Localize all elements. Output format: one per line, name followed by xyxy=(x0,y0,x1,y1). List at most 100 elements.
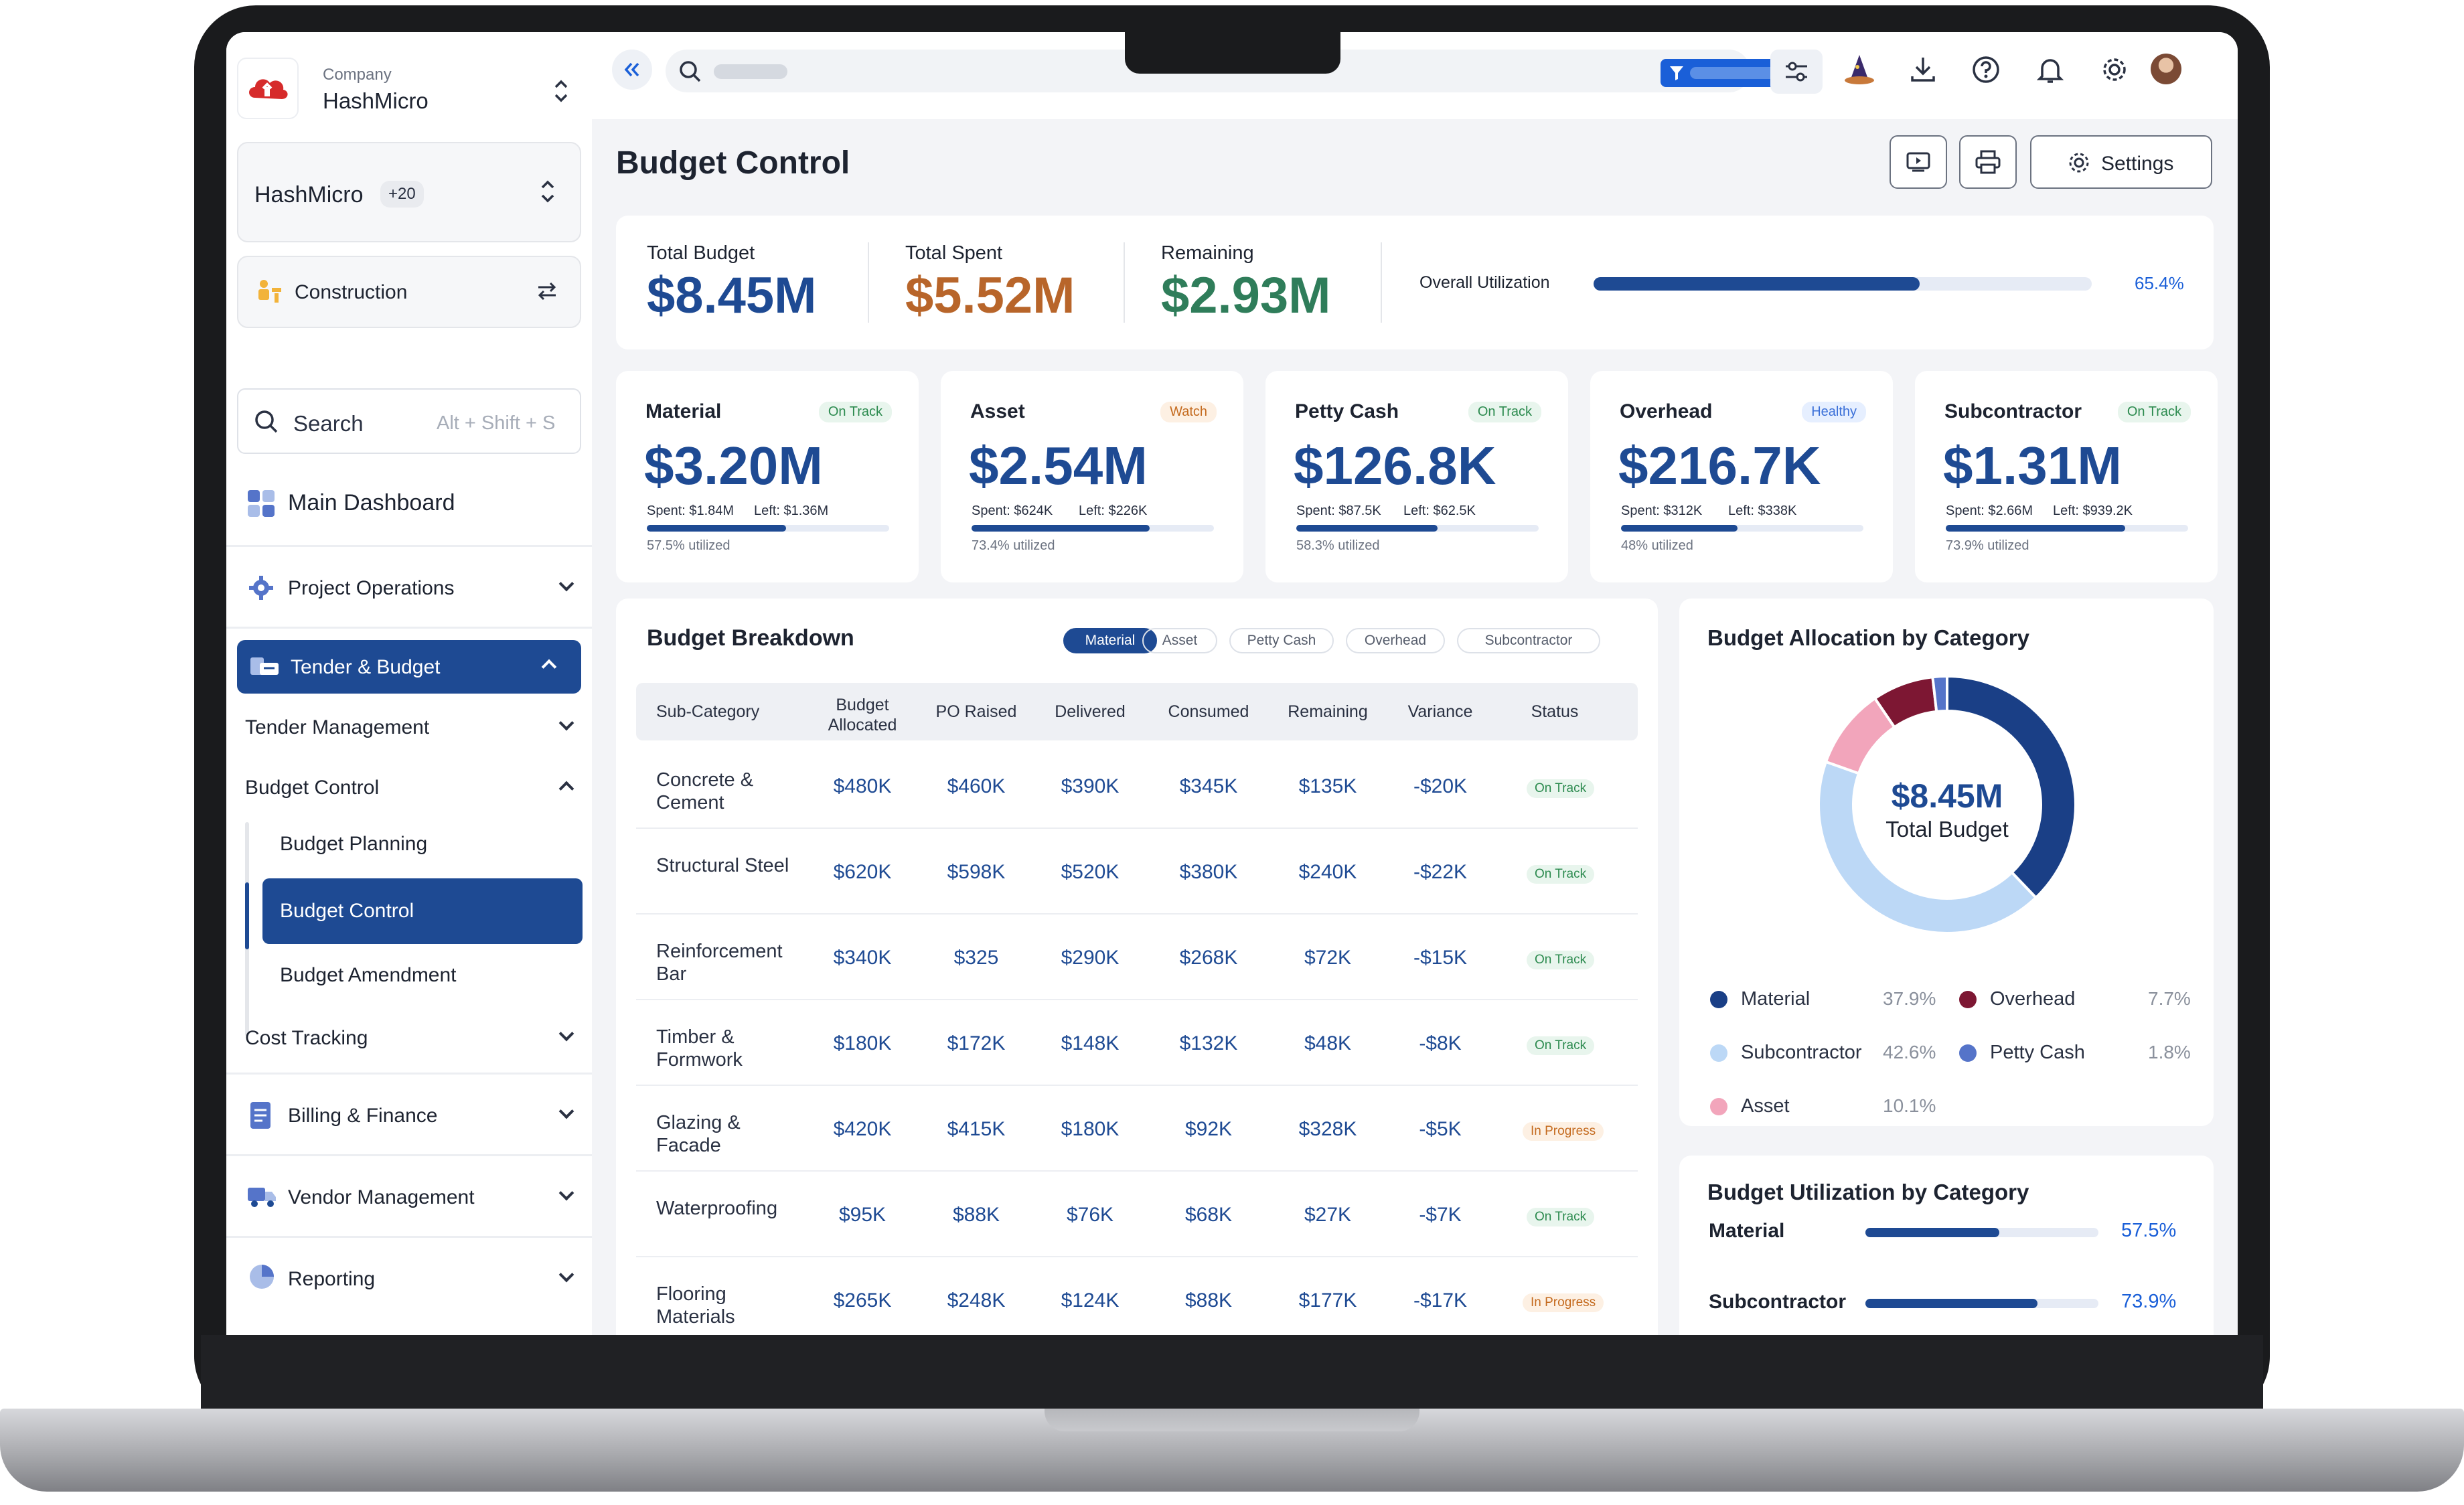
sidebar-item-vendor-management[interactable]: Vendor Management xyxy=(246,1169,581,1222)
category-card[interactable]: Subcontractor On Track $1.31M Spent: $2.66M… xyxy=(1915,371,2218,582)
company-name: HashMicro xyxy=(323,88,429,113)
tab-asset[interactable]: Asset xyxy=(1142,628,1217,653)
updown-chevron-icon xyxy=(538,178,557,208)
branch-selector[interactable]: HashMicro +20 xyxy=(237,142,581,242)
table-cell-remaining: $135K xyxy=(1298,775,1357,797)
settings-label: Settings xyxy=(2101,153,2174,175)
search-icon xyxy=(253,408,280,439)
settings-button[interactable]: Settings xyxy=(2030,135,2212,189)
division-name: Construction xyxy=(295,281,408,303)
sidebar-item-main-dashboard[interactable]: Main Dashboard xyxy=(246,477,581,530)
category-card[interactable]: Asset Watch $2.54M Spent: $624K Left: $226K 7… xyxy=(941,371,1243,582)
tab-material[interactable]: Material xyxy=(1063,628,1157,653)
category-name: Subcontractor xyxy=(1944,400,2082,422)
category-left: Left: $939.2K xyxy=(2053,503,2133,518)
chevron-down-icon xyxy=(558,1267,574,1283)
status-badge: On Track xyxy=(1527,865,1595,884)
table-cell-remaining: $27K xyxy=(1304,1204,1352,1226)
avatar[interactable] xyxy=(2151,54,2181,84)
category-status-badge: On Track xyxy=(818,402,892,422)
sidebar-item-tender-budget[interactable]: Tender & Budget xyxy=(237,640,581,694)
wizard-hat-icon[interactable] xyxy=(1843,54,1876,90)
company-switcher[interactable]: Company HashMicro xyxy=(237,51,579,125)
sidebar-divider xyxy=(226,627,592,629)
row-subcategory: Glazing & Facade xyxy=(656,1112,741,1156)
category-card[interactable]: Petty Cash On Track $126.8K Spent: $87.5K Le… xyxy=(1265,371,1568,582)
category-utilization-fill xyxy=(647,525,786,532)
table-cell-po: $598K xyxy=(947,861,1006,883)
present-button[interactable] xyxy=(1890,135,1947,189)
bell-icon[interactable] xyxy=(2036,55,2064,88)
camera-notch xyxy=(1125,32,1340,74)
sidebar-subitem-budget-control[interactable]: Budget Control xyxy=(262,878,583,944)
tender-icon xyxy=(249,653,281,680)
table-cell-remaining: $177K xyxy=(1298,1289,1357,1312)
collapse-sidebar-button[interactable] xyxy=(612,50,652,90)
submenu-track-active xyxy=(245,882,249,949)
status-badge: On Track xyxy=(1527,779,1595,798)
table-cell-variance: -$7K xyxy=(1419,1204,1462,1226)
category-card[interactable]: Material On Track $3.20M Spent: $1.84M Left:… xyxy=(616,371,919,582)
download-icon[interactable] xyxy=(1908,55,1938,88)
table-cell-remaining: $328K xyxy=(1298,1118,1357,1140)
tab-petty-cash[interactable]: Petty Cash xyxy=(1229,628,1334,653)
sidebar-item-reporting[interactable]: Reporting xyxy=(246,1251,581,1304)
total-spent-value: $5.52M xyxy=(905,267,1075,324)
row-subcategory: Reinforcement Bar xyxy=(656,941,783,985)
row-subcategory: Timber & Formwork xyxy=(656,1026,743,1071)
row-divider xyxy=(636,913,1638,915)
sidebar-item-budget-control-group[interactable]: Budget Control xyxy=(245,762,580,815)
table-cell-delivered: $390K xyxy=(1061,775,1120,797)
category-left: Left: $226K xyxy=(1079,503,1148,518)
category-spent: Spent: $2.66M xyxy=(1946,503,2033,518)
chevron-down-icon xyxy=(558,1185,574,1201)
branch-count-badge: +20 xyxy=(380,181,424,208)
sidebar-search[interactable]: Search Alt + Shift + S xyxy=(237,388,581,454)
app-screen: Company HashMicro HashMicro +20 Construc… xyxy=(226,32,2238,1335)
budget-summary-card: Total Budget $8.45M Total Spent $5.52M R… xyxy=(616,216,2214,349)
gear-icon[interactable] xyxy=(2100,55,2129,88)
table-cell-allocated: $180K xyxy=(833,1032,892,1054)
table-cell-allocated: $265K xyxy=(833,1289,892,1312)
sidebar-item-tender-management[interactable]: Tender Management xyxy=(245,702,580,755)
category-utilization-track xyxy=(1621,525,1863,532)
print-button[interactable] xyxy=(1959,135,2017,189)
sidebar-item-project-operations[interactable]: Project Operations xyxy=(246,561,581,615)
division-selector[interactable]: Construction xyxy=(237,256,581,328)
sidebar-subitem-budget-planning[interactable]: Budget Planning xyxy=(280,833,428,855)
sliders-button[interactable] xyxy=(1770,50,1823,94)
sidebar-item-label: Reporting xyxy=(288,1268,376,1290)
company-logo xyxy=(237,58,299,119)
legend-label: Subcontractor xyxy=(1741,1042,1862,1063)
legend-label: Asset xyxy=(1741,1095,1790,1117)
utilization-category-name: Material xyxy=(1709,1220,1785,1242)
category-amount: $1.31M xyxy=(1943,436,2122,495)
donut-slice-material[interactable] xyxy=(1946,674,2077,900)
table-cell-po: $460K xyxy=(947,775,1006,797)
category-amount: $126.8K xyxy=(1294,436,1496,495)
table-cell-consumed: $68K xyxy=(1184,1204,1233,1226)
table-cell-allocated: $340K xyxy=(833,947,892,969)
sidebar-item-cost-tracking[interactable]: Cost Tracking xyxy=(245,1012,580,1066)
tab-subcontractor[interactable]: Subcontractor xyxy=(1457,628,1600,653)
donut-slice-subcontractor[interactable] xyxy=(1817,760,2038,935)
sidebar: Company HashMicro HashMicro +20 Construc… xyxy=(226,32,592,1335)
table-cell-delivered: $290K xyxy=(1061,947,1120,969)
row-subcategory: Concrete & Cement xyxy=(656,769,754,813)
category-name: Material xyxy=(645,400,722,422)
sidebar-item-billing-finance[interactable]: Billing & Finance xyxy=(246,1089,581,1142)
table-cell-variance: -$15K xyxy=(1413,947,1468,969)
category-left: Left: $1.36M xyxy=(754,503,829,518)
table-cell-consumed: $380K xyxy=(1179,861,1238,883)
donut-slice-petty-cash[interactable] xyxy=(1931,674,1948,714)
sidebar-item-label: Project Operations xyxy=(288,577,455,599)
table-cell-po: $248K xyxy=(947,1289,1006,1312)
table-cell-po: $415K xyxy=(947,1118,1006,1140)
laptop-chin xyxy=(201,1335,2263,1409)
status-badge: On Track xyxy=(1527,1036,1595,1055)
sidebar-subitem-budget-amendment[interactable]: Budget Amendment xyxy=(280,964,457,986)
tab-overhead[interactable]: Overhead xyxy=(1346,628,1445,653)
category-card[interactable]: Overhead Healthy $216.7K Spent: $312K Left: … xyxy=(1590,371,1893,582)
help-icon[interactable] xyxy=(1971,55,2001,88)
sidebar-item-label: Tender Management xyxy=(245,716,430,738)
